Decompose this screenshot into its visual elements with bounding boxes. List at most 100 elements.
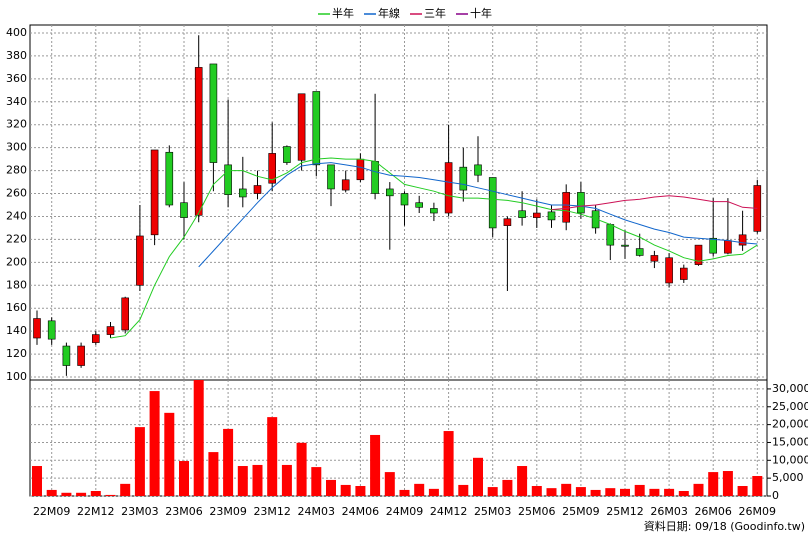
volume-bar: [678, 491, 689, 496]
candle-body: [77, 345, 85, 366]
volume-bar: [46, 489, 57, 496]
volume-bar: [76, 492, 87, 496]
y-tick-label: 120: [6, 347, 27, 360]
x-tick-label: 22M12: [77, 505, 115, 518]
candle-body: [606, 224, 615, 246]
volume-bar: [120, 483, 131, 496]
volume-bar: [428, 488, 439, 496]
volume-bar: [134, 427, 145, 496]
volume-bar: [90, 491, 101, 496]
volume-tick-label: 15,000: [772, 435, 808, 448]
volume-bar: [664, 488, 675, 496]
candle-body: [400, 193, 409, 206]
candle-body: [33, 318, 41, 339]
candle-body: [356, 158, 365, 181]
volume-bar: [575, 487, 586, 496]
candle-body: [415, 202, 424, 208]
candle-body: [92, 334, 100, 343]
x-tick-label: 26M06: [694, 505, 732, 518]
x-tick-label: 25M09: [562, 505, 600, 518]
x-tick-label: 25M06: [518, 505, 556, 518]
volume-bar: [414, 483, 425, 496]
volume-bar: [620, 488, 630, 496]
candle-body: [209, 63, 218, 163]
volume-bar: [708, 472, 719, 496]
candle-body: [577, 192, 585, 214]
candle-body: [283, 146, 291, 163]
volume-bar: [502, 479, 513, 496]
candle-body: [180, 202, 188, 218]
candle-body: [327, 164, 335, 190]
volume-tick-label: 20,000: [772, 418, 808, 431]
volume-bar: [517, 466, 528, 496]
y-tick-label: 340: [6, 95, 27, 108]
candle-body: [694, 244, 703, 265]
candle-body: [430, 208, 438, 214]
x-tick-label: 23M06: [165, 505, 203, 518]
candle-body: [459, 166, 468, 191]
candle-body: [679, 267, 688, 280]
candle-body: [621, 244, 629, 247]
volume-tick-label: 25,000: [772, 400, 808, 413]
volume-bar: [693, 483, 704, 496]
candle-body: [150, 149, 159, 236]
volume-bar: [61, 492, 72, 496]
x-tick-label: 23M09: [209, 505, 247, 518]
ma-line: [551, 195, 758, 211]
y-tick-label: 320: [6, 118, 27, 131]
candle-body: [635, 248, 644, 256]
y-tick-label: 140: [6, 324, 27, 337]
candle-body: [341, 179, 350, 191]
y-tick-label: 400: [6, 26, 27, 39]
candle-body: [62, 345, 71, 366]
candle-body: [253, 185, 262, 194]
volume-bar: [473, 457, 483, 496]
volume-bar: [649, 488, 660, 496]
candle-body: [371, 161, 379, 194]
candle-body: [650, 255, 659, 262]
candle-body: [106, 326, 115, 335]
legend-label: 半年: [332, 6, 354, 20]
volume-bar: [311, 467, 322, 496]
candle-body: [194, 67, 203, 216]
volume-bar: [267, 417, 278, 496]
volume-bar: [164, 412, 175, 496]
volume-bar: [32, 466, 42, 496]
volume-bar: [722, 471, 733, 496]
volume-bar: [252, 464, 263, 496]
footnote: 資料日期: 09/18 (Goodinfo.tw): [644, 519, 805, 533]
price-panel: [29, 24, 768, 381]
volume-bar: [752, 476, 763, 496]
candle-body: [385, 188, 394, 197]
volume-bar: [340, 484, 351, 496]
volume-tick-label: 10,000: [772, 453, 808, 466]
x-tick-label: 22M09: [33, 505, 71, 518]
volume-tick-label: 5,000: [772, 471, 804, 484]
candle-body: [121, 297, 129, 331]
volume-bar: [399, 489, 410, 496]
y-tick-label: 260: [6, 187, 27, 200]
y-tick-label: 380: [6, 49, 27, 62]
y-tick-label: 300: [6, 141, 27, 154]
candle-body: [488, 177, 497, 229]
volume-bar: [605, 488, 616, 496]
x-tick-label: 24M09: [386, 505, 424, 518]
volume-bar: [458, 484, 469, 496]
legend-label: 三年: [424, 6, 446, 20]
candle-body: [268, 153, 277, 184]
y-tick-label: 200: [6, 255, 27, 268]
candle-body: [738, 234, 747, 246]
candle-body: [503, 218, 512, 226]
candle-body: [312, 91, 321, 166]
x-tick-label: 24M06: [342, 505, 380, 518]
y-tick-label: 360: [6, 72, 27, 85]
candle-body: [562, 192, 571, 223]
candle-body: [518, 210, 526, 218]
volume-bar: [737, 486, 748, 496]
volume-bar: [149, 391, 160, 496]
volume-bar: [590, 489, 601, 496]
candle-body: [532, 212, 541, 218]
legend-label: 年線: [378, 6, 400, 20]
